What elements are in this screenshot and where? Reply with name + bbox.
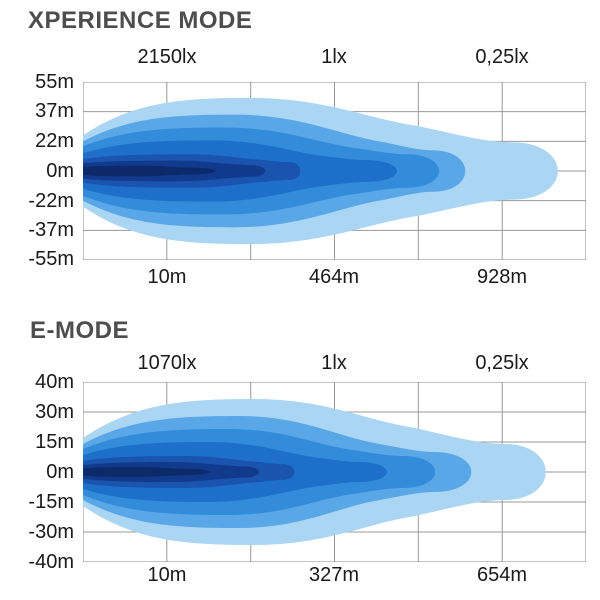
- beam-band-7: [83, 467, 210, 477]
- y-axis-label: -30m: [28, 521, 74, 543]
- lux-label: 2150lx: [137, 46, 197, 68]
- y-axis-label: 0m: [46, 461, 74, 483]
- lux-label: 0,25lx: [475, 352, 529, 374]
- chart-title: XPERIENCE MODE: [28, 7, 253, 34]
- lux-label: 1lx: [321, 352, 347, 374]
- y-axis-label: -40m: [28, 551, 74, 573]
- y-axis-label: -22m: [28, 190, 74, 212]
- beam-diagram-svg: [83, 382, 586, 562]
- x-axis-label: 10m: [147, 564, 187, 586]
- chart-title: E-MODE: [30, 317, 129, 344]
- x-axis-label: 928m: [476, 266, 528, 288]
- y-axis-label: 22m: [35, 130, 74, 152]
- x-axis-label: 327m: [308, 564, 360, 586]
- lux-label: 0,25lx: [475, 46, 529, 68]
- lux-label: 1lx: [321, 46, 347, 68]
- y-axis-label: -15m: [28, 491, 74, 513]
- y-axis-label: 30m: [35, 401, 74, 423]
- beam-band-7: [83, 165, 216, 177]
- y-axis-label: 0m: [46, 160, 74, 182]
- y-axis-label: -37m: [28, 219, 74, 241]
- y-axis-label: 55m: [35, 71, 74, 93]
- x-axis-label: 464m: [308, 266, 360, 288]
- beam-diagram-svg: [83, 82, 586, 260]
- lux-label: 1070lx: [137, 352, 197, 374]
- x-axis-label: 654m: [476, 564, 528, 586]
- y-axis-label: 15m: [35, 431, 74, 453]
- y-axis-label: 37m: [35, 100, 74, 122]
- x-axis-label: 10m: [147, 266, 187, 288]
- y-axis-label: 40m: [35, 371, 74, 393]
- y-axis-label: -55m: [28, 248, 74, 270]
